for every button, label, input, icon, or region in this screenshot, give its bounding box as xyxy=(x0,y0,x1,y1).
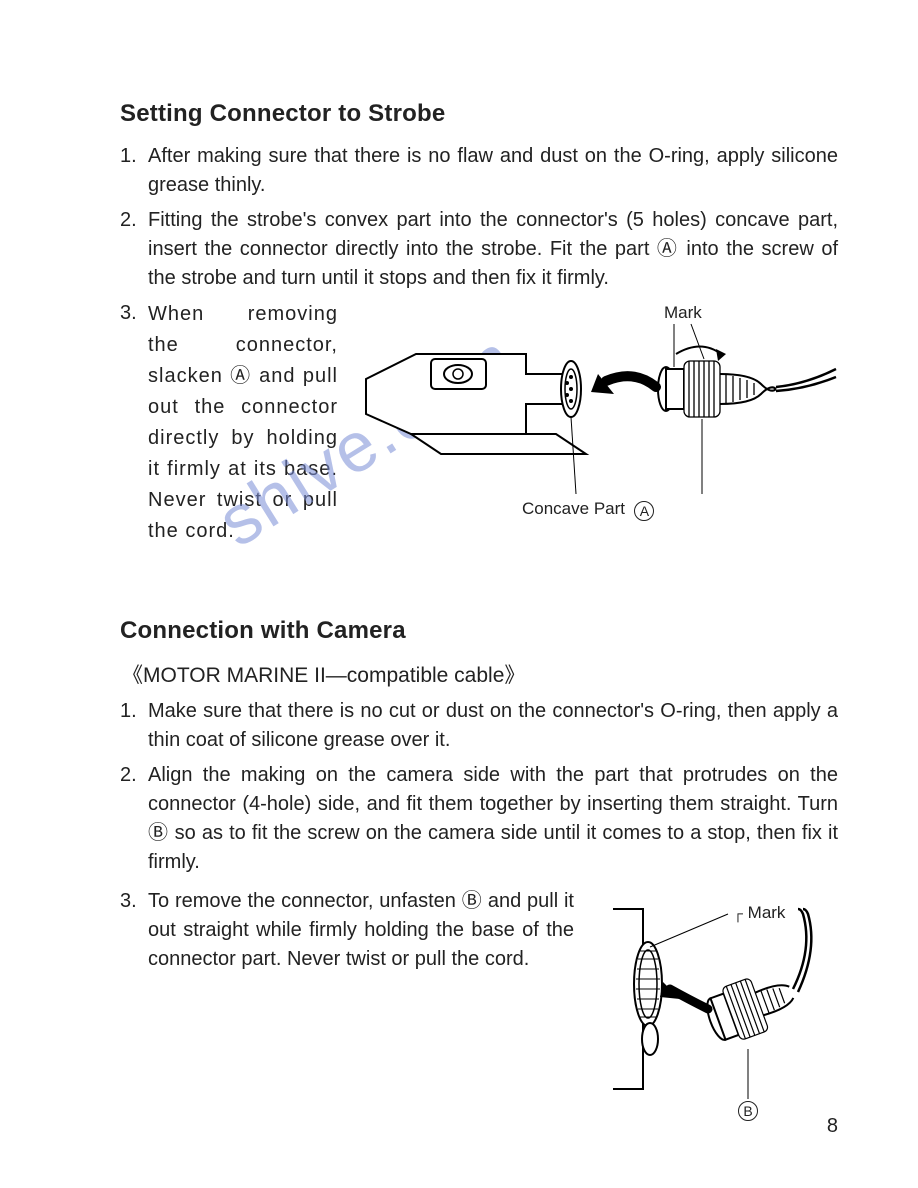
section-camera: Connection with Camera 《MOTOR MARINE II—… xyxy=(120,617,838,1129)
circled-a-icon: A xyxy=(634,501,654,521)
item-number: 2. xyxy=(120,761,148,883)
item-number: 1. xyxy=(120,142,148,200)
section1-list: 1. After making sure that there is no fl… xyxy=(120,142,838,547)
item-text: To remove the connector, unfasten Ⓑ and … xyxy=(148,887,574,974)
page-number: 8 xyxy=(827,1115,838,1138)
list-item: 3. To remove the connector, unfasten Ⓑ a… xyxy=(120,887,574,974)
figure-strobe-connector: Mark Concave Part A xyxy=(354,299,838,529)
item-text: After making sure that there is no flaw … xyxy=(148,142,838,200)
list-item: 2. Align the making on the camera side w… xyxy=(120,761,838,883)
circled-b-icon: B xyxy=(738,1101,758,1121)
figure-label-mark: Mark xyxy=(664,301,702,326)
item-text: Align the making on the camera side with… xyxy=(148,764,838,873)
list-item: 3. When removing the connector, slacken … xyxy=(120,299,838,547)
item-number: 3. xyxy=(120,887,148,974)
figure-label-mark: ┌ Mark xyxy=(733,903,785,923)
list-item: 1. After making sure that there is no fl… xyxy=(120,142,838,200)
item-number: 2. xyxy=(120,206,148,293)
section2-title: Connection with Camera xyxy=(120,617,838,645)
figure-camera-connector: ┌ Mark B xyxy=(588,889,838,1129)
item-text: Fitting the strobe's convex part into th… xyxy=(148,206,838,293)
section2-list: 1. Make sure that there is no cut or dus… xyxy=(120,697,838,883)
figure-label-b: B xyxy=(738,1099,758,1121)
item-number: 3. xyxy=(120,299,148,547)
item-number: 1. xyxy=(120,697,148,755)
list-item: 1. Make sure that there is no cut or dus… xyxy=(120,697,838,755)
item-text: Make sure that there is no cut or dust o… xyxy=(148,697,838,755)
section2-subtitle: 《MOTOR MARINE II—compatible cable》 xyxy=(122,659,838,689)
list-item: 2. Fitting the strobe's convex part into… xyxy=(120,206,838,293)
section-strobe: Setting Connector to Strobe 1. After mak… xyxy=(120,100,838,547)
figure-label-concave: Concave Part A xyxy=(522,497,654,522)
item-text: When removing the connector, slacken Ⓐ a… xyxy=(148,299,338,547)
section1-title: Setting Connector to Strobe xyxy=(120,100,838,128)
